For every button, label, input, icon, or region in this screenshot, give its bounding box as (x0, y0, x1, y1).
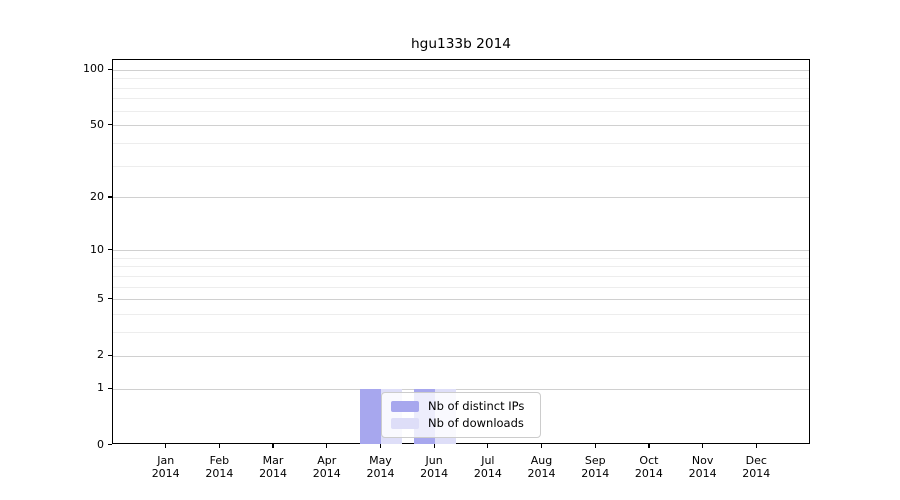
major-gridline (113, 355, 809, 357)
y-tickmark (107, 248, 112, 251)
y-tickmark (107, 124, 112, 126)
y-tick-label: 100 (83, 62, 104, 76)
y-tick-label: 20 (90, 189, 104, 203)
x-tick-label: Oct 2014 (634, 453, 663, 481)
x-tickmark (433, 443, 435, 448)
major-gridline (113, 197, 809, 199)
major-gridline (113, 250, 809, 252)
minor-gridline (113, 165, 809, 167)
minor-gridline (113, 87, 809, 89)
minor-gridline (113, 78, 809, 80)
major-gridline (113, 299, 809, 301)
y-tick-label: 5 (97, 291, 104, 305)
y-tick-label: 10 (90, 242, 104, 256)
y-tickmark (107, 196, 112, 198)
x-tickmark (218, 443, 220, 448)
x-tickmark (702, 443, 704, 448)
minor-gridline (113, 98, 809, 100)
x-tick-label: Jul 2014 (473, 453, 502, 481)
x-tick-label: Apr 2014 (312, 453, 341, 481)
minor-gridline (113, 266, 809, 268)
minor-gridline (113, 275, 809, 277)
legend-label-downloads: Nb of downloads (428, 416, 524, 430)
x-tick-label: May 2014 (366, 453, 395, 481)
x-tick-label: Feb 2014 (205, 453, 234, 481)
x-tickmark (755, 443, 757, 448)
x-tick-label: Mar 2014 (259, 453, 288, 481)
y-tick-label: 0 (97, 437, 104, 451)
x-tick-label: Sep 2014 (581, 453, 610, 481)
minor-gridline (113, 314, 809, 316)
y-tickmark (107, 354, 112, 356)
minor-gridline (113, 332, 809, 334)
x-tickmark (487, 443, 489, 448)
x-tickmark (379, 443, 382, 448)
x-tickmark (648, 443, 650, 448)
downloads-swatch-icon (391, 417, 419, 429)
minor-gridline (113, 110, 809, 112)
legend: Nb of distinct IPs Nb of downloads (381, 392, 541, 438)
y-tickmark (107, 387, 112, 389)
minor-gridline (113, 143, 809, 145)
y-tickmark (107, 298, 112, 300)
legend-entry-distinct-ips: Nb of distinct IPs (391, 398, 531, 414)
x-tick-label: Jan 2014 (151, 453, 180, 481)
bar-distinct-ips (360, 389, 382, 445)
x-tick-label: Nov 2014 (688, 453, 717, 481)
y-tickmark (107, 443, 112, 446)
x-tickmark (326, 443, 328, 448)
major-gridline (113, 69, 809, 71)
x-tickmark (165, 443, 167, 448)
legend-entry-downloads: Nb of downloads (391, 415, 531, 431)
x-tick-label: Aug 2014 (527, 453, 556, 481)
y-tick-label: 50 (90, 117, 104, 131)
x-tickmark (594, 443, 596, 448)
x-tickmark (540, 443, 543, 448)
x-tick-label: Dec 2014 (742, 453, 771, 481)
plot-area (112, 59, 810, 445)
y-tickmark (107, 68, 112, 70)
legend-label-distinct-ips: Nb of distinct IPs (428, 399, 525, 413)
y-tick-label: 2 (97, 348, 104, 362)
minor-gridline (113, 257, 809, 259)
major-gridline (113, 125, 809, 127)
distinct-ips-swatch-icon (391, 400, 419, 412)
x-tick-label: Jun 2014 (420, 453, 449, 481)
minor-gridline (113, 286, 809, 288)
x-tickmark (272, 443, 274, 448)
major-gridline (113, 388, 809, 390)
chart-title: hgu133b 2014 (410, 36, 512, 52)
y-tick-label: 1 (97, 381, 104, 395)
